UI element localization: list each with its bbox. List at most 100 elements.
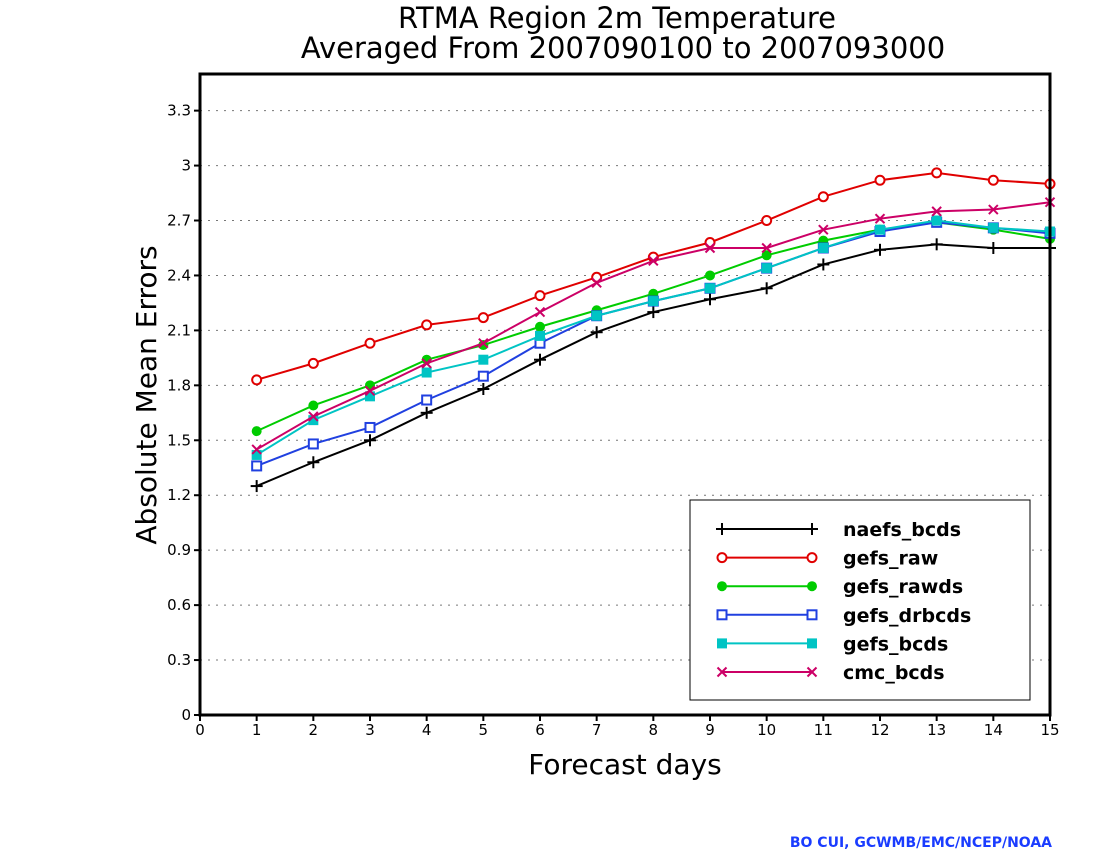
data-point: [988, 204, 999, 215]
data-point: [421, 319, 433, 331]
legend-label: gefs_bcds: [843, 633, 948, 655]
legend-label: gefs_drbcds: [843, 605, 971, 627]
x-tick-label: 11: [814, 721, 833, 739]
data-point: [478, 338, 489, 349]
legend-marker: [716, 523, 728, 535]
data-point: [705, 270, 715, 281]
data-point: [251, 460, 263, 472]
legend-label: gefs_rawds: [843, 576, 963, 598]
data-point: [308, 400, 319, 411]
series-line: [256, 201, 1051, 451]
credit-text: BO CUI, GCWMB/EMC/NCEP/NOAA: [790, 835, 1052, 850]
y-tick-label: 3: [181, 157, 191, 175]
data-point: [591, 310, 602, 321]
chart-subtitle: Averaged From 2007090100 to 2007093000: [301, 31, 945, 65]
data-point: [987, 174, 999, 186]
data-point: [704, 242, 716, 254]
data-point: [421, 358, 432, 369]
y-tick-label: 0: [181, 706, 191, 724]
data-point: [704, 293, 716, 306]
x-tick-label: 7: [592, 721, 602, 739]
legend-marker: [806, 609, 818, 621]
series-line: [256, 243, 1050, 487]
x-tick-label: 9: [705, 721, 715, 739]
data-point: [817, 258, 830, 271]
data-point: [874, 174, 886, 186]
data-point: [875, 224, 885, 235]
legend-label: gefs_raw: [843, 548, 938, 570]
data-point: [364, 337, 376, 349]
x-axis: 0 1 2 3 4 5 6 7 8 9 10 11 12 13 14 15: [195, 715, 1060, 739]
data-point: [478, 354, 489, 365]
data-point: [590, 326, 603, 339]
data-point: [307, 456, 320, 469]
grid-lines: [200, 110, 1050, 661]
data-point: [648, 296, 659, 307]
legend-item-gefs_raw: gefs_raw: [716, 548, 938, 570]
data-point: [420, 406, 433, 419]
data-point: [818, 242, 829, 253]
legend-item-gefs_rawds: gefs_rawds: [717, 576, 963, 598]
data-point: [307, 438, 319, 450]
legend: naefs_bcds gefs_raw gefs_rawds gefs_drbcdsg…: [689, 499, 1031, 701]
x-tick-label: 8: [649, 721, 659, 739]
y-tick-label: 3.3: [167, 102, 191, 120]
legend-marker: [717, 581, 727, 592]
x-axis-title: Forecast days: [528, 748, 721, 781]
x-tick-label: 6: [535, 721, 545, 739]
y-tick-label: 1.5: [167, 431, 191, 449]
data-point: [761, 263, 772, 274]
data-point: [364, 421, 376, 433]
legend-marker: [807, 638, 817, 649]
data-point: [251, 426, 262, 437]
legend-marker: [716, 666, 728, 678]
x-tick-label: 4: [422, 721, 432, 739]
chart-title: RTMA Region 2m Temperature: [398, 1, 836, 35]
x-tick-label: 3: [365, 721, 375, 739]
data-point: [760, 282, 773, 295]
data-point: [931, 215, 942, 226]
x-tick-label: 15: [1040, 721, 1059, 739]
legend-marker: [806, 523, 818, 535]
y-tick-label: 0.9: [167, 541, 191, 559]
y-tick-label: 2.7: [167, 212, 191, 230]
x-tick-label: 14: [984, 721, 1003, 739]
legend-item-naefs_bcds: naefs_bcds: [716, 519, 961, 541]
legend-item-gefs_drbcds: gefs_drbcds: [716, 605, 971, 627]
legend-label: naefs_bcds: [843, 519, 961, 541]
plot-area-frame: [198, 72, 1052, 717]
x-tick-label: 5: [479, 721, 489, 739]
data-point: [874, 213, 886, 224]
series-naefs_bcds: [250, 238, 1056, 493]
legend-marker: [806, 666, 818, 678]
legend-marker: [716, 552, 728, 564]
y-tick-label: 2.1: [167, 321, 191, 339]
data-point: [421, 367, 432, 378]
x-tick-label: 1: [252, 721, 262, 739]
data-point: [931, 167, 943, 179]
x-tick-label: 10: [757, 721, 776, 739]
x-tick-label: 12: [870, 721, 889, 739]
y-tick-label: 0.6: [167, 596, 191, 614]
data-point: [987, 241, 1000, 254]
legend-box: [689, 499, 1031, 701]
y-tick-label: 1.2: [167, 486, 191, 504]
series-gefs_raw: [251, 167, 1056, 386]
data-point: [477, 312, 489, 324]
series-line: [256, 171, 1051, 381]
legend-marker: [806, 552, 818, 564]
data-point: [534, 306, 546, 318]
legend-marker: [716, 609, 728, 621]
legend-item-cmc_bcds: cmc_bcds: [716, 662, 945, 684]
x-tick-label: 0: [195, 721, 205, 739]
data-point: [477, 370, 489, 382]
data-point: [817, 191, 829, 203]
data-point: [818, 224, 829, 235]
series-gefs_bcds: [251, 215, 1055, 460]
data-point: [535, 321, 545, 332]
data-point: [647, 306, 660, 319]
data-point: [364, 434, 376, 447]
data-point: [251, 374, 263, 386]
y-axis: 0 0.3 0.6 0.9 1.2 1.5 1.8 2.1 2.4 2.7 3 3.3: [167, 102, 200, 724]
